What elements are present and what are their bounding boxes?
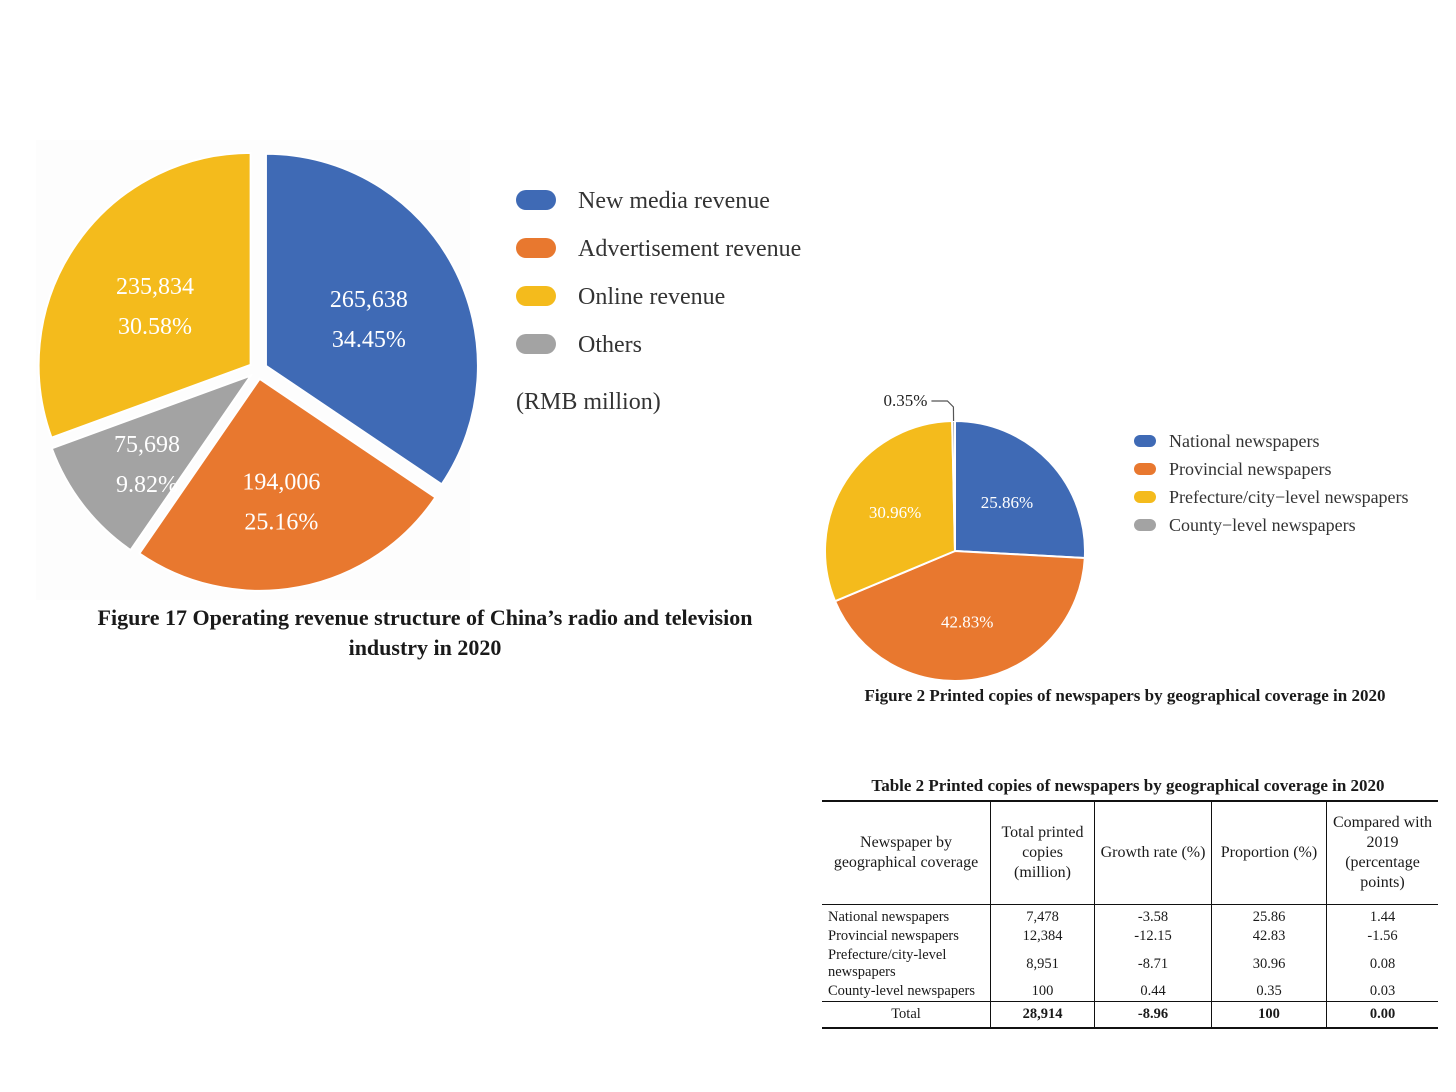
legend-swatch [516, 286, 556, 306]
table-cell: 1.44 [1326, 904, 1438, 927]
figure-2-title: Figure 2 Printed copies of newspapers by… [864, 686, 1386, 705]
revenue-pie-labels: 265,638 34.45% 194,006 25.16% 75,698 9.82% 235… [114, 274, 408, 535]
table-row: National newspapers 7,478 -3.58 25.86 1.… [822, 904, 1438, 927]
revenue-pie-slices [37, 151, 479, 592]
table-total-row: Total 28,914 -8.96 100 0.00 [822, 1001, 1438, 1029]
pie-slice-2 [50, 373, 254, 552]
legend-swatch [516, 238, 556, 258]
table-cell: -8.96 [1094, 1001, 1212, 1029]
newspaper-table: Newspaper by geographical coverage Total… [822, 800, 1438, 1029]
table-cell: 0.35 [1211, 982, 1327, 1002]
table-2-title: Table 2 Printed copies of newspapers by … [871, 776, 1385, 795]
table-cell: 0.08 [1326, 946, 1438, 982]
table-cell: 12,384 [990, 927, 1095, 946]
table-cell: National newspapers [828, 909, 950, 925]
slice-percent-label: 34.45% [332, 327, 406, 353]
legend-label: Online revenue [578, 284, 725, 310]
revenue-legend: New media revenue Advertisement revenue On… [516, 188, 801, 358]
table-cell: 8,951 [990, 946, 1095, 982]
pie-slice-3 [37, 151, 252, 439]
pie-slice-1 [137, 377, 437, 592]
figure-17-title: Figure 17 Operating revenue structure of… [97, 605, 753, 660]
legend-label: Advertisement revenue [578, 236, 801, 262]
table-header-row: Newspaper by geographical coverage Total… [822, 800, 1438, 905]
slice-value-label: 75,698 [114, 432, 180, 458]
table-row: Prefecture/city-level newspapers 8,951 -… [822, 946, 1438, 982]
table-cell: Total [822, 1001, 991, 1029]
table-row: Provincial newspapers 12,384 -12.15 42.8… [822, 927, 1438, 946]
slice-value-label: 235,834 [116, 274, 194, 300]
table-cell: 0.44 [1094, 982, 1212, 1002]
column-header-total: Total printed copies (million) [990, 800, 1095, 905]
slice-value-label: 194,006 [242, 469, 320, 495]
slice-percent-label: 25.16% [244, 509, 318, 535]
revenue-unit-note: (RMB million) [516, 389, 661, 415]
table-cell: 100 [990, 982, 1095, 1002]
slice-value-label: 265,638 [330, 287, 408, 313]
table-cell: -1.56 [1326, 927, 1438, 946]
column-header-coverage: Newspaper by geographical coverage [822, 800, 991, 905]
table-cell: County-level newspapers [828, 983, 975, 999]
legend-swatch [516, 334, 556, 354]
table-cell: -12.15 [1094, 927, 1212, 946]
table-cell: 30.96 [1211, 946, 1327, 982]
table-cell: 28,914 [990, 1001, 1095, 1029]
column-header-compared: Compared with 2019 (percentage points) [1326, 800, 1438, 905]
table-cell: Provincial newspapers [828, 928, 959, 944]
table-cell: -3.58 [1094, 904, 1212, 927]
slice-percent-label: 9.82% [116, 472, 178, 498]
table-cell: 7,478 [990, 904, 1095, 927]
table-cell: 42.83 [1211, 927, 1327, 946]
table-cell: 100 [1211, 1001, 1327, 1029]
table-cell: -8.71 [1094, 946, 1212, 982]
table-cell: 0.00 [1326, 1001, 1438, 1029]
legend-label: Others [578, 332, 642, 358]
table-cell: 25.86 [1211, 904, 1327, 927]
table-row: County-level newspapers 100 0.44 0.35 0.… [822, 982, 1438, 1002]
legend-swatch [516, 190, 556, 210]
column-header-proportion: Proportion (%) [1211, 800, 1327, 905]
column-header-growth: Growth rate (%) [1094, 800, 1212, 905]
pie-slice-0 [264, 152, 479, 486]
table-cell: 0.03 [1326, 982, 1438, 1002]
legend-label: New media revenue [578, 188, 770, 214]
slice-percent-label: 30.58% [118, 314, 192, 340]
table-cell: Prefecture/city-level newspapers [828, 947, 947, 980]
